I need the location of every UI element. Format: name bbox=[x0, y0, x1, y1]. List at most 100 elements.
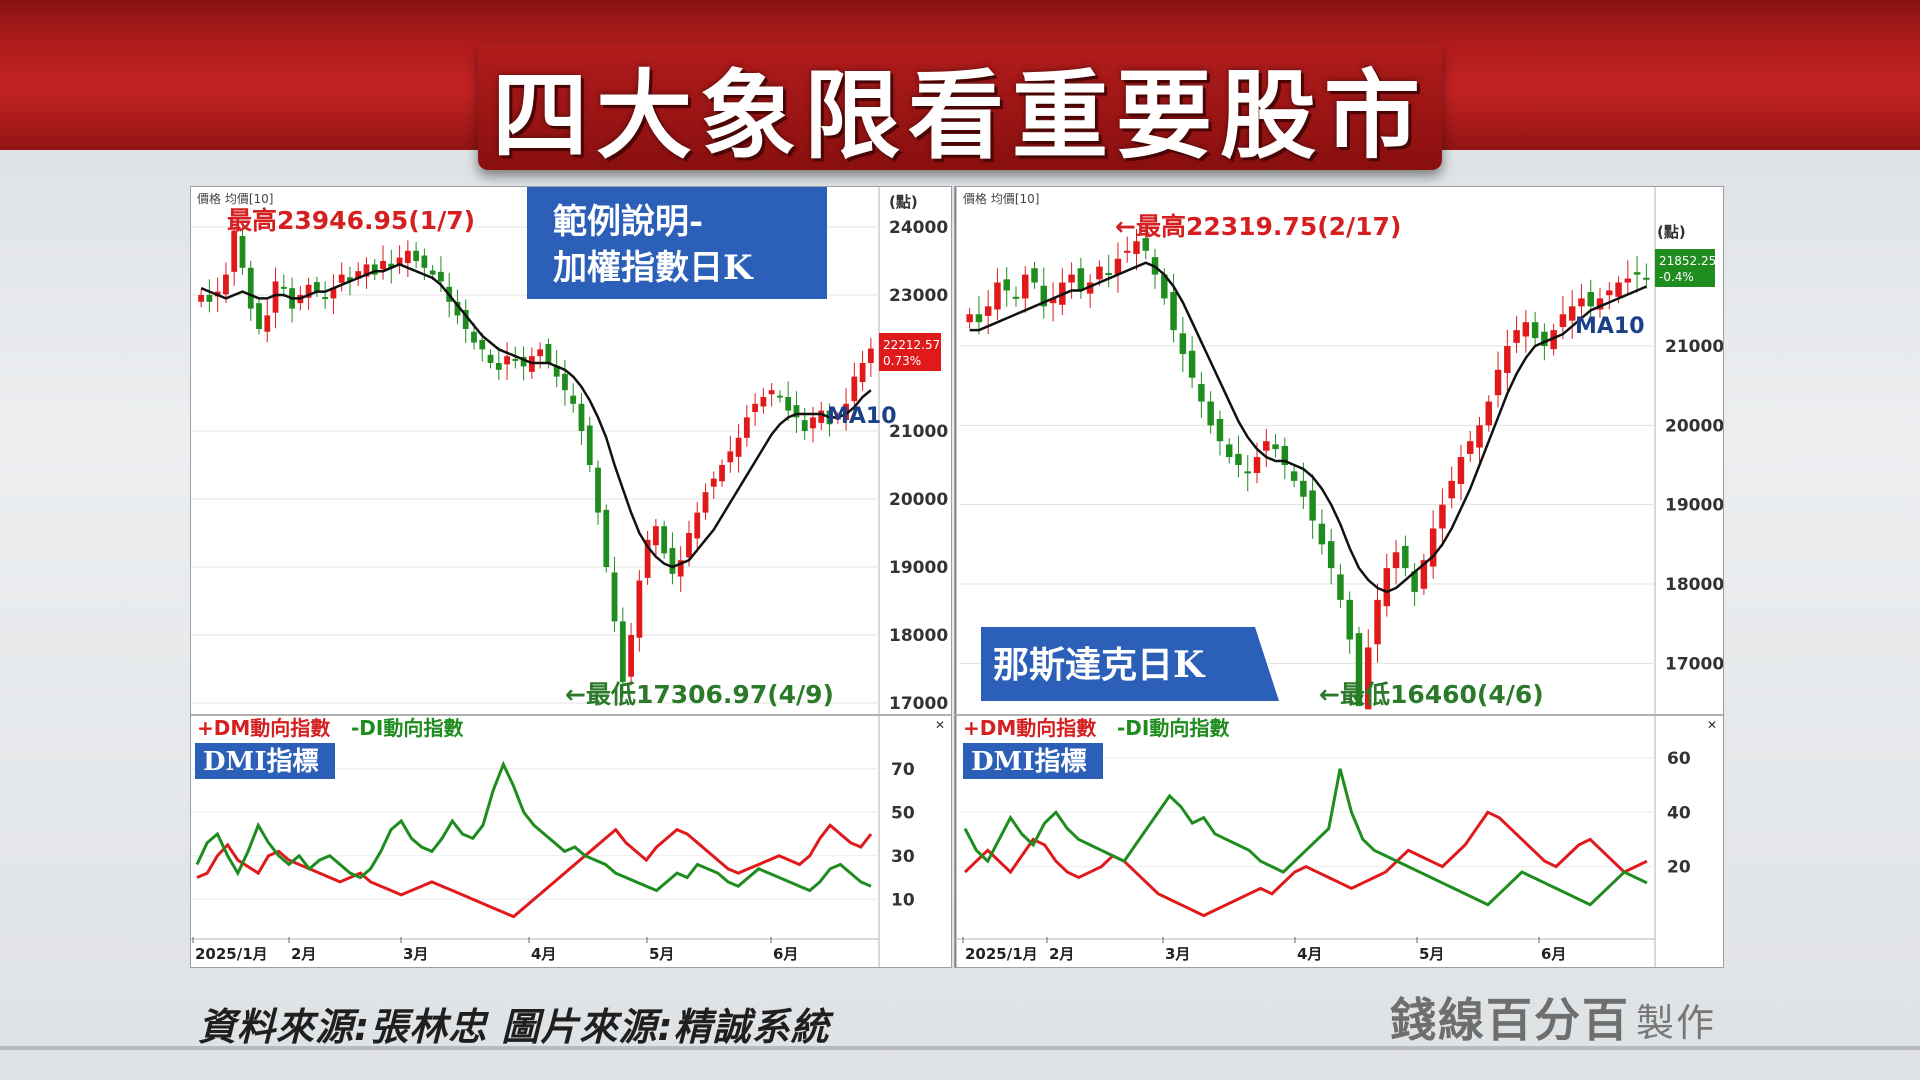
candle-body bbox=[669, 547, 676, 574]
y-tick-label: 20000 bbox=[1665, 416, 1723, 436]
candle-body bbox=[785, 397, 792, 411]
candle-body bbox=[818, 410, 825, 423]
candle-body bbox=[223, 274, 229, 295]
candle-body bbox=[322, 297, 329, 300]
candle-body bbox=[421, 255, 428, 268]
candle-body bbox=[1420, 560, 1428, 589]
candle-body bbox=[1244, 471, 1251, 474]
candle-body bbox=[1123, 250, 1131, 253]
x-tick-label: 4月 bbox=[1297, 945, 1322, 963]
candle-body bbox=[1077, 268, 1085, 291]
candle-body bbox=[810, 417, 816, 429]
candle-body bbox=[1550, 330, 1557, 350]
candle-body bbox=[1485, 401, 1493, 426]
candle-body bbox=[1096, 266, 1103, 280]
candle-body bbox=[1624, 278, 1632, 283]
chart-panel-nasdaq: 21000 20000 19000 18000 17000 60 40 20 2025/1月 2月… bbox=[954, 186, 1724, 968]
dmi-legend-minus: -DI動向指數 bbox=[1117, 716, 1229, 740]
candle-body bbox=[677, 560, 684, 577]
ma10-line bbox=[200, 263, 872, 569]
brand-suffix: 製作 bbox=[1636, 1001, 1717, 1045]
candle-body bbox=[1522, 322, 1530, 337]
candle-body bbox=[1105, 273, 1112, 276]
candle-body bbox=[1596, 298, 1604, 310]
candle-body bbox=[239, 236, 246, 268]
candle-body bbox=[429, 270, 436, 275]
taiex-chart-svg: 24000 23000 21000 20000 19000 18000 17000 70 50 3… bbox=[191, 187, 951, 967]
candle-body bbox=[1142, 238, 1150, 251]
unit-label: (點) bbox=[889, 193, 918, 211]
y-tick-label: 17000 bbox=[1665, 654, 1723, 674]
candle-body bbox=[198, 295, 205, 302]
candle-body bbox=[504, 356, 510, 365]
title-banner: 四大象限看重要股市 bbox=[478, 44, 1442, 172]
candle-body bbox=[1216, 418, 1224, 442]
x-tick-label: 3月 bbox=[403, 945, 428, 963]
candle-body bbox=[1188, 350, 1196, 378]
candle-body bbox=[1457, 457, 1465, 485]
candle-body bbox=[1272, 444, 1279, 450]
ma-label: MA10 bbox=[1575, 314, 1645, 339]
candle-body bbox=[578, 403, 585, 431]
candle-body bbox=[652, 526, 659, 546]
candle-body bbox=[1281, 445, 1289, 465]
close-icon[interactable]: ✕ bbox=[1707, 718, 1717, 732]
candle-body bbox=[1448, 480, 1455, 499]
candle-body bbox=[1615, 282, 1622, 297]
candle-body bbox=[595, 467, 601, 513]
candle-body bbox=[1587, 292, 1594, 307]
page-title: 四大象限看重要股市 bbox=[492, 59, 1428, 172]
candle-body bbox=[1365, 647, 1372, 710]
candle-body bbox=[603, 509, 610, 567]
candle-body bbox=[247, 267, 254, 309]
ma-label: MA10 bbox=[827, 404, 897, 429]
candle-body bbox=[760, 397, 767, 407]
candle-body bbox=[1022, 274, 1029, 299]
candle-body bbox=[1318, 523, 1326, 545]
candle-body bbox=[471, 331, 477, 343]
candle-body bbox=[843, 403, 849, 421]
candle-body bbox=[313, 282, 320, 292]
max-label: 最高23946.95(1/7) bbox=[227, 206, 475, 235]
candle-body bbox=[1253, 457, 1261, 473]
candle-body bbox=[388, 263, 395, 268]
dmi-label: DMI指標 bbox=[971, 747, 1087, 777]
candle-body bbox=[1383, 568, 1391, 607]
x-tick-label: 2月 bbox=[1049, 945, 1074, 963]
candle-body bbox=[404, 250, 411, 264]
candle-body bbox=[396, 257, 403, 266]
candle-body bbox=[380, 261, 386, 270]
dmi-tick-label: 40 bbox=[1667, 803, 1691, 823]
candle-body bbox=[1476, 425, 1483, 448]
x-tick-label: 5月 bbox=[1419, 945, 1444, 963]
last-price: 21852.25 bbox=[1659, 254, 1716, 268]
axis-header: 價格 均價[10] bbox=[963, 191, 1039, 206]
candle-body bbox=[727, 451, 734, 463]
candle-body bbox=[462, 309, 469, 329]
candle-body bbox=[859, 363, 866, 383]
ma10-line bbox=[969, 261, 1647, 594]
candle-body bbox=[454, 301, 461, 316]
candle-body bbox=[280, 286, 287, 289]
candle-body bbox=[1263, 441, 1270, 451]
dmi-tick-label: 20 bbox=[1667, 858, 1691, 878]
candle-body bbox=[1031, 268, 1038, 283]
candle-body bbox=[537, 349, 544, 357]
candle-body bbox=[710, 478, 717, 487]
last-change: -0.4% bbox=[1659, 270, 1694, 284]
candle-body bbox=[1392, 552, 1400, 569]
candle-body bbox=[1643, 277, 1650, 280]
close-icon[interactable]: ✕ bbox=[935, 718, 945, 732]
candle-body bbox=[1040, 285, 1048, 307]
chart-name-line2: 加權指數日K bbox=[553, 248, 754, 288]
candle-body bbox=[1559, 314, 1567, 327]
candle-body bbox=[355, 271, 362, 279]
dmi-label-box bbox=[195, 743, 335, 779]
candle-body bbox=[801, 420, 808, 431]
candle-body bbox=[231, 230, 238, 272]
y-tick-label: 17000 bbox=[889, 694, 948, 714]
minus-di-line bbox=[195, 760, 872, 893]
candle-body bbox=[1411, 571, 1418, 592]
y-tick-label: 18000 bbox=[889, 626, 948, 646]
candle-body bbox=[1161, 274, 1168, 299]
